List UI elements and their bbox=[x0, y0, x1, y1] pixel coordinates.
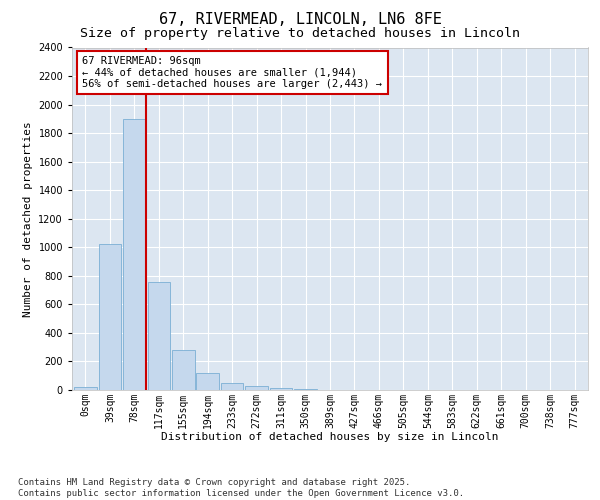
Text: Size of property relative to detached houses in Lincoln: Size of property relative to detached ho… bbox=[80, 28, 520, 40]
Bar bbox=[172, 350, 194, 390]
Bar bbox=[270, 388, 292, 390]
Bar bbox=[196, 373, 219, 390]
Bar bbox=[74, 387, 97, 390]
Text: 67 RIVERMEAD: 96sqm
← 44% of detached houses are smaller (1,944)
56% of semi-det: 67 RIVERMEAD: 96sqm ← 44% of detached ho… bbox=[82, 56, 382, 90]
X-axis label: Distribution of detached houses by size in Lincoln: Distribution of detached houses by size … bbox=[161, 432, 499, 442]
Bar bbox=[98, 244, 121, 390]
Bar bbox=[245, 386, 268, 390]
Text: Contains HM Land Registry data © Crown copyright and database right 2025.
Contai: Contains HM Land Registry data © Crown c… bbox=[18, 478, 464, 498]
Bar bbox=[221, 383, 244, 390]
Bar bbox=[123, 119, 146, 390]
Y-axis label: Number of detached properties: Number of detached properties bbox=[23, 121, 32, 316]
Bar bbox=[148, 282, 170, 390]
Text: 67, RIVERMEAD, LINCOLN, LN6 8FE: 67, RIVERMEAD, LINCOLN, LN6 8FE bbox=[158, 12, 442, 28]
